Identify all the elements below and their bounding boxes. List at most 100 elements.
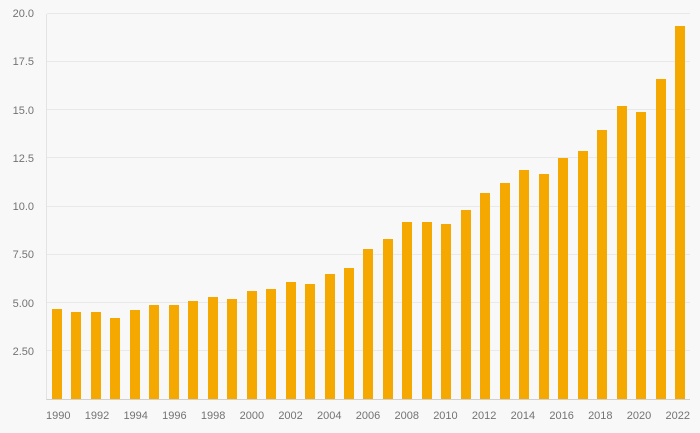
bar-slot: [164, 14, 183, 399]
y-tick-label: 20.0: [12, 8, 34, 20]
bar: [421, 221, 432, 399]
bar: [324, 273, 335, 399]
y-tick-label: 7.50: [12, 249, 34, 262]
bar-slot: [456, 14, 475, 399]
y-axis: 2.50 5.00 7.50 10.0 12.5 15.0 17.5 20.0: [0, 8, 42, 400]
bar-slot: [66, 14, 85, 399]
x-tick-slot: [70, 410, 84, 426]
bar-slot: [183, 14, 202, 399]
x-tick-slot: [380, 410, 394, 426]
x-tick-slot: [651, 410, 665, 426]
x-tick-label: 2000: [239, 410, 265, 422]
bar-slot: [105, 14, 124, 399]
x-tick-slot: 1998: [201, 410, 225, 426]
bar: [402, 221, 413, 399]
x-tick-label: 2012: [471, 410, 497, 422]
bar-slot: [320, 14, 339, 399]
bar: [460, 210, 471, 399]
x-tick-label: 1994: [123, 410, 148, 422]
x-tick-slot: [535, 410, 549, 426]
gridline: [47, 13, 690, 14]
x-tick-label: 2020: [626, 410, 652, 422]
bar-slot: [573, 14, 592, 399]
x-tick-slot: 1996: [162, 410, 186, 426]
bar-slot: [437, 14, 456, 399]
y-tick-label: 5.00: [12, 297, 34, 310]
bar: [441, 223, 452, 399]
x-tick-slot: 2018: [588, 410, 612, 426]
bar: [675, 25, 686, 399]
bar: [597, 129, 608, 399]
x-tick-slot: [342, 410, 356, 426]
bar: [499, 183, 510, 399]
x-tick-label: 2010: [433, 410, 458, 422]
bar: [363, 248, 374, 399]
x-tick-label: 2002: [278, 410, 303, 422]
x-tick-slot: 1992: [85, 410, 109, 426]
x-tick-label: 2004: [317, 410, 342, 422]
x-tick-label: 1996: [162, 410, 187, 422]
bar: [344, 268, 354, 399]
x-tick-label: 1992: [84, 410, 110, 422]
x-tick-slot: [613, 410, 627, 426]
x-tick-label: 2018: [588, 410, 613, 422]
bar-slot: [632, 14, 651, 399]
gridline: [47, 157, 690, 159]
plot-area: [46, 13, 690, 400]
bar: [110, 318, 121, 399]
bar: [382, 239, 393, 399]
bar: [227, 298, 238, 399]
x-tick-slot: [574, 410, 588, 426]
bar: [71, 312, 82, 399]
bar: [168, 304, 179, 399]
bars: [47, 14, 690, 399]
x-tick-slot: [419, 410, 433, 426]
y-tick-label: 15.0: [12, 104, 34, 117]
bar-slot: [378, 14, 397, 399]
x-tick-slot: 2020: [627, 410, 651, 426]
bar-slot: [515, 14, 534, 399]
bar-slot: [125, 14, 144, 399]
bar: [616, 106, 627, 399]
x-tick-slot: [148, 410, 162, 426]
gridline: [47, 109, 690, 111]
gridline: [47, 205, 690, 207]
bar-slot: [359, 14, 378, 399]
y-tick-label: 2.50: [12, 345, 34, 358]
y-tick-label: 10.0: [12, 201, 34, 213]
x-tick-slot: [458, 410, 472, 426]
x-tick-slot: 2010: [433, 410, 457, 426]
x-tick-slot: 2012: [472, 410, 496, 426]
bar-slot: [144, 14, 163, 399]
bar: [655, 79, 666, 399]
bar: [246, 291, 257, 399]
bar-slot: [554, 14, 573, 399]
x-tick-label: 1998: [200, 410, 226, 422]
bar-slot: [671, 14, 690, 399]
x-tick-slot: [187, 410, 201, 426]
x-tick-slot: 2004: [317, 410, 341, 426]
x-tick-label: 2014: [510, 410, 536, 422]
x-tick-slot: 2016: [549, 410, 573, 426]
x-tick-label: 2022: [665, 410, 690, 422]
bar-slot: [495, 14, 514, 399]
bar: [207, 296, 218, 399]
x-tick-label: 2016: [549, 410, 574, 422]
bar-slot: [398, 14, 417, 399]
x-axis: 1990 1992 1994 1996 1998 2000 2002 2004 2006 2008…: [46, 410, 690, 426]
y-tick-label: 12.5: [12, 152, 34, 165]
bar: [538, 173, 549, 399]
bar-slot: [593, 14, 612, 399]
bar: [636, 112, 647, 399]
x-tick-slot: [303, 410, 317, 426]
bar: [188, 300, 199, 399]
bar-slot: [339, 14, 358, 399]
gridline: [47, 61, 690, 63]
bar-slot: [300, 14, 319, 399]
bar: [519, 169, 530, 399]
bar-slot: [534, 14, 553, 399]
x-tick-label: 2008: [394, 410, 419, 422]
bar-slot: [612, 14, 631, 399]
bar-slot: [417, 14, 436, 399]
